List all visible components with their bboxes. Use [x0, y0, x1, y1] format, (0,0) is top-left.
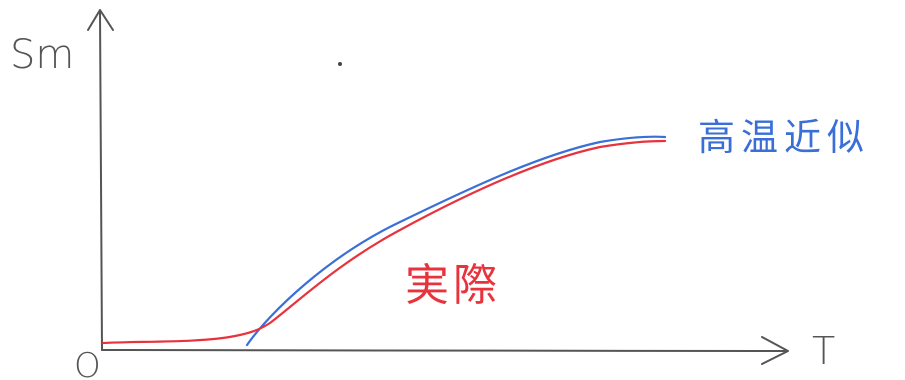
x-axis-label: T — [812, 329, 835, 373]
curve-actual — [101, 139, 667, 345]
x-axis-line — [101, 349, 786, 352]
axes — [87, 9, 789, 365]
y-axis-line — [99, 11, 103, 351]
curve-high-temp-approx — [245, 135, 667, 347]
y-axis-label: Sm — [10, 32, 74, 78]
stray-dot — [338, 62, 342, 66]
label-actual: 実際 — [405, 260, 501, 311]
x-axis-arrowhead — [761, 336, 789, 365]
y-axis-arrowhead — [87, 9, 114, 31]
origin-label: O — [74, 346, 101, 380]
label-high-temp-approx: 高温近似 — [698, 116, 870, 159]
